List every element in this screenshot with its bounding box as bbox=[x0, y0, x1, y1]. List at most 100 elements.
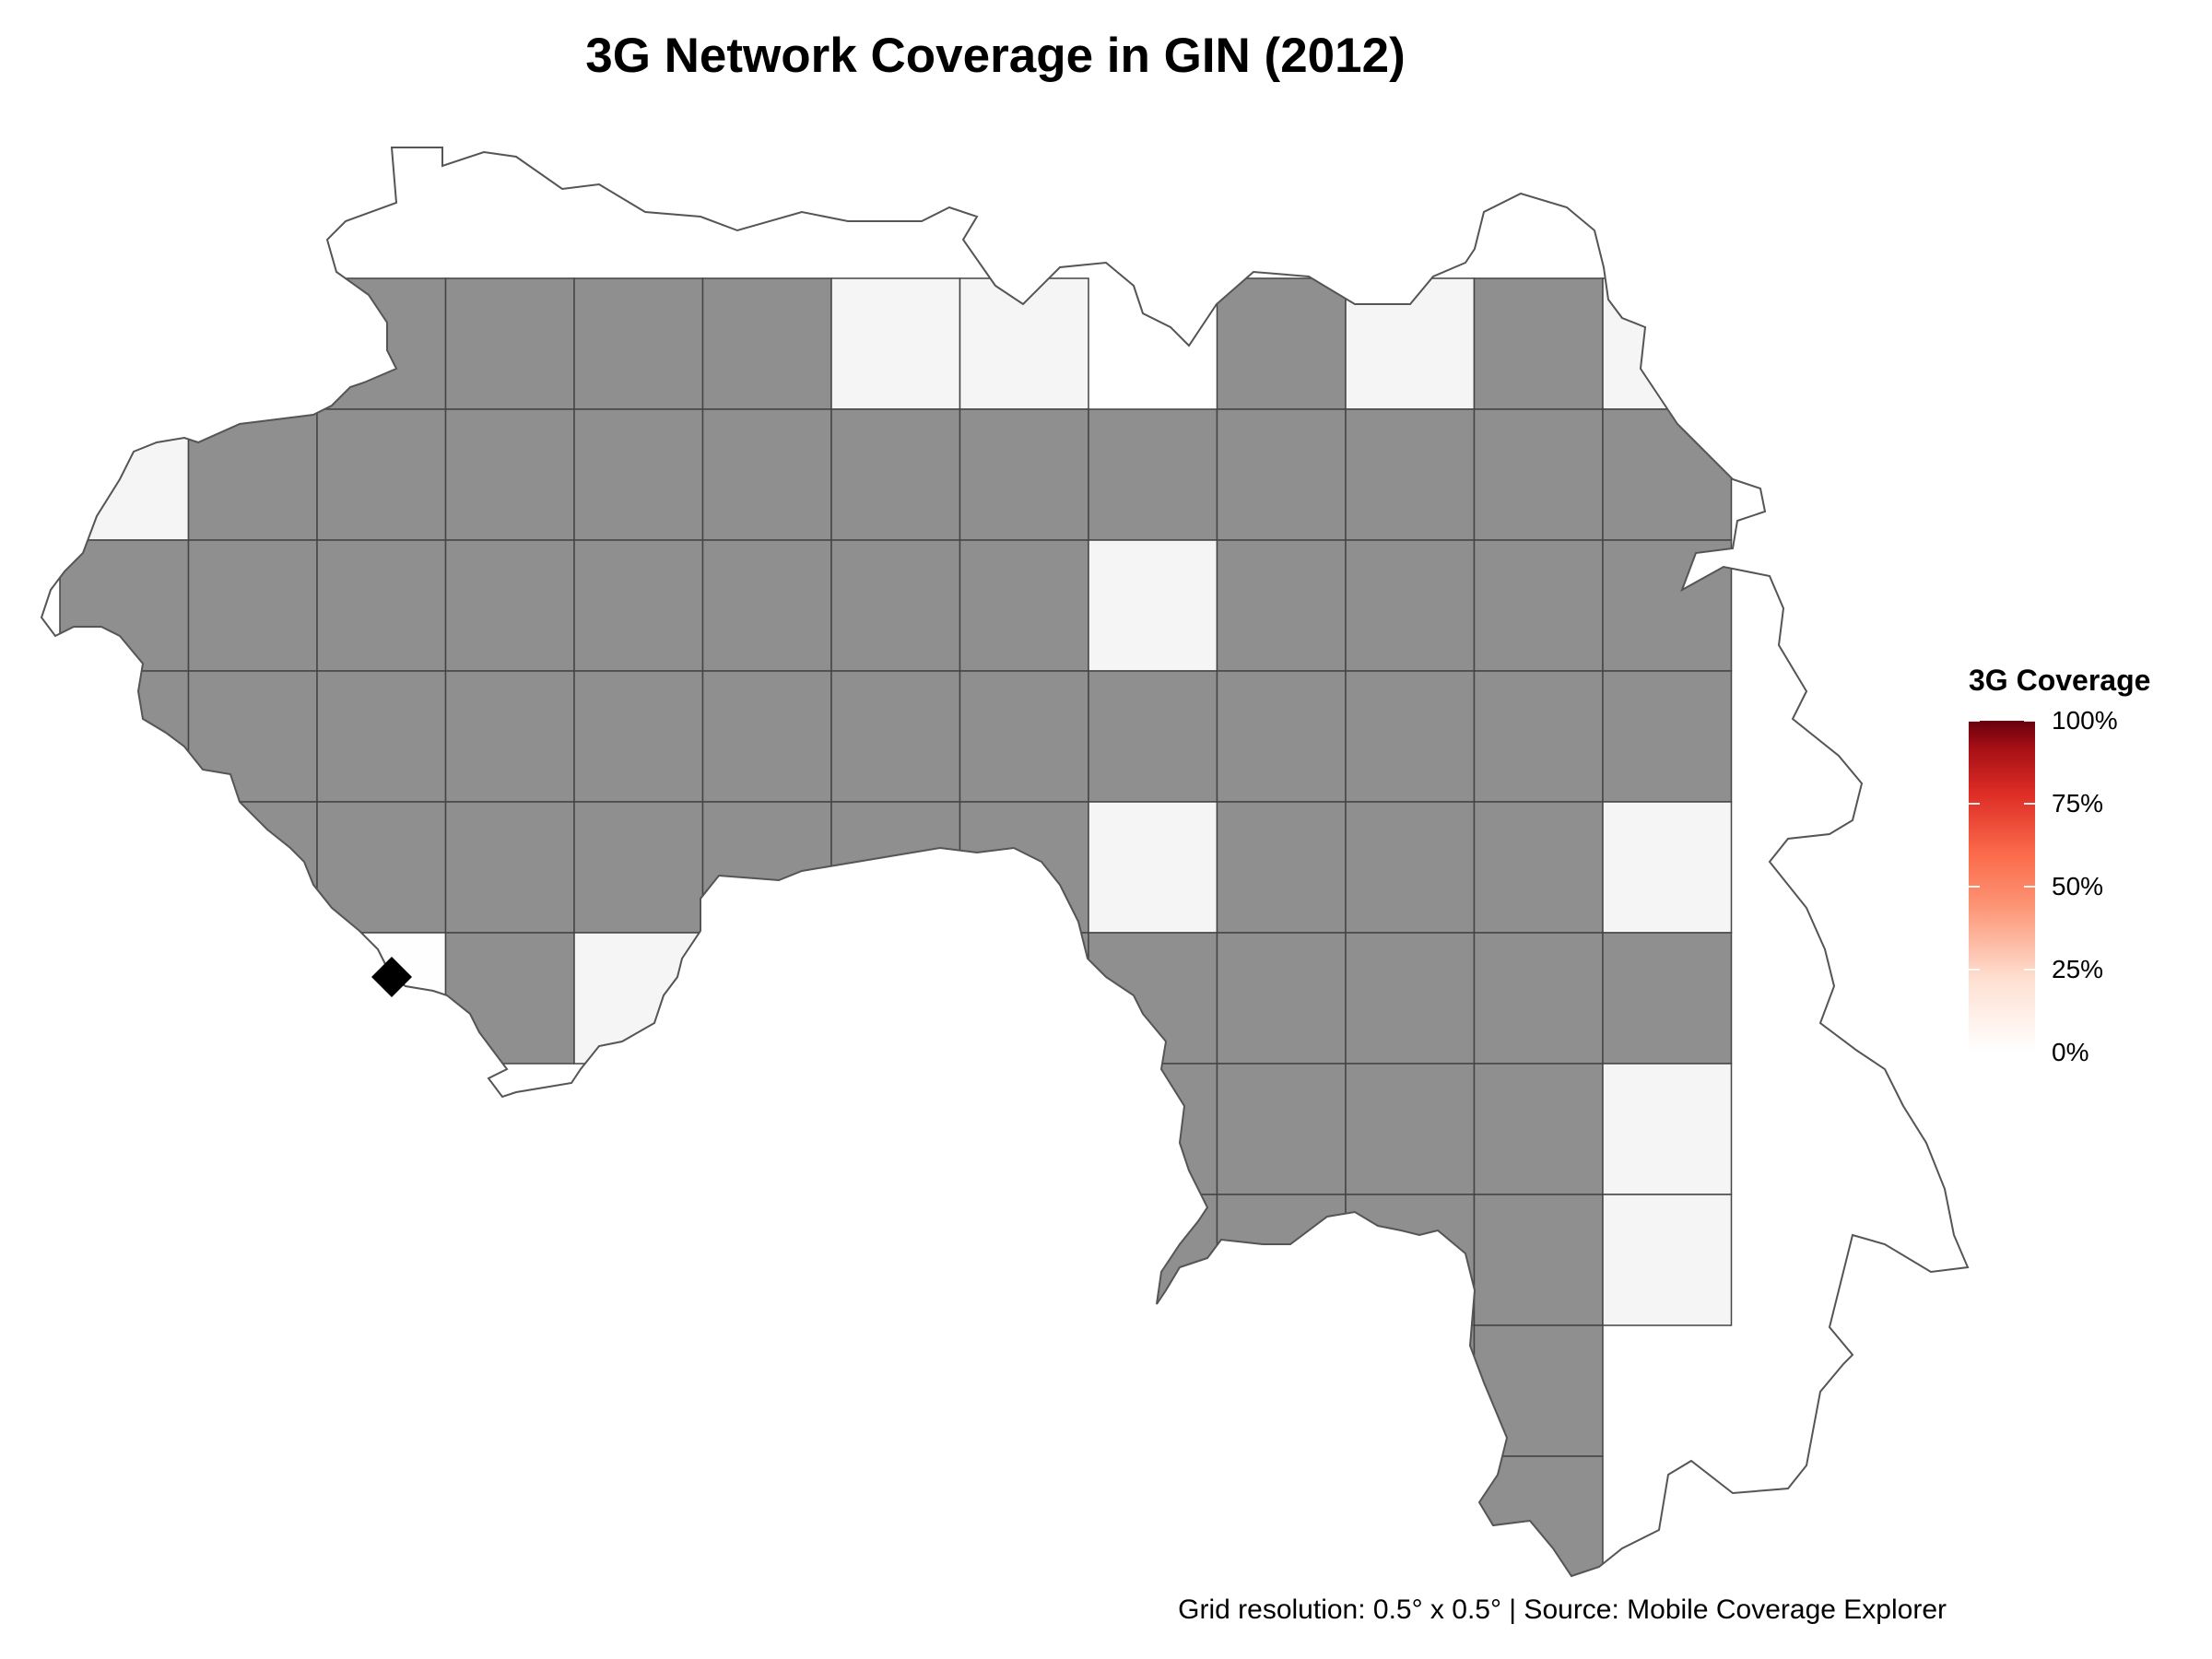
grid-cell-nodata[interactable] bbox=[1345, 1063, 1476, 1195]
grid-cell-nodata[interactable] bbox=[59, 539, 190, 672]
grid-cell-nodata[interactable] bbox=[959, 932, 1089, 1065]
grid-cell-nodata[interactable] bbox=[1345, 539, 1476, 672]
grid-cell-zero[interactable] bbox=[959, 1324, 1089, 1457]
grid-cell-nodata[interactable] bbox=[1473, 539, 1604, 672]
grid-cell-nodata[interactable] bbox=[444, 539, 575, 672]
grid-cell-nodata[interactable] bbox=[959, 1194, 1089, 1326]
grid-cell-nodata[interactable] bbox=[1473, 1194, 1604, 1326]
grid-cell-low[interactable] bbox=[187, 932, 318, 1065]
grid-cell-zero[interactable] bbox=[1345, 277, 1476, 410]
grid-cell-nodata[interactable] bbox=[1345, 932, 1476, 1065]
grid-cell-nodata[interactable] bbox=[1345, 1324, 1476, 1457]
grid-cell-nodata[interactable] bbox=[1473, 1063, 1604, 1195]
grid-cell-nodata[interactable] bbox=[1216, 670, 1347, 803]
grid-cell-zero[interactable] bbox=[59, 147, 190, 279]
grid-cell-zero[interactable] bbox=[1088, 539, 1218, 672]
grid-cell-nodata[interactable] bbox=[187, 277, 318, 410]
grid-cell-zero[interactable] bbox=[830, 1063, 961, 1195]
grid-cell-nodata[interactable] bbox=[59, 670, 190, 803]
grid-cell-nodata[interactable] bbox=[1216, 1063, 1347, 1195]
grid-cell-nodata[interactable] bbox=[701, 408, 832, 541]
grid-cell-nodata[interactable] bbox=[444, 408, 575, 541]
grid-cell-nodata[interactable] bbox=[1473, 1455, 1604, 1587]
grid-cell-nodata[interactable] bbox=[830, 670, 961, 803]
grid-cell-nodata[interactable] bbox=[573, 277, 704, 410]
grid-cell-nodata[interactable] bbox=[187, 539, 318, 672]
grid-cell-nodata[interactable] bbox=[1602, 539, 1733, 672]
grid-cell-nodata[interactable] bbox=[701, 670, 832, 803]
grid-cell-nodata[interactable] bbox=[316, 408, 447, 541]
grid-cell-nodata[interactable] bbox=[1473, 408, 1604, 541]
grid-cell-nodata[interactable] bbox=[573, 539, 704, 672]
grid-cell-low[interactable] bbox=[59, 932, 190, 1065]
grid-cell-nodata[interactable] bbox=[701, 277, 832, 410]
grid-cell-nodata[interactable] bbox=[1473, 277, 1604, 410]
grid-cell-nodata[interactable] bbox=[1345, 670, 1476, 803]
grid-cell-nodata[interactable] bbox=[1216, 1324, 1347, 1457]
grid-cell-nodata[interactable] bbox=[1216, 801, 1347, 934]
grid-cell-zero[interactable] bbox=[59, 408, 190, 541]
grid-cell-nodata[interactable] bbox=[830, 539, 961, 672]
grid-cell-zero[interactable] bbox=[830, 277, 961, 410]
grid-cell-nodata[interactable] bbox=[1088, 932, 1218, 1065]
grid-cell-nodata[interactable] bbox=[444, 277, 575, 410]
grid-cell-nodata[interactable] bbox=[1345, 1194, 1476, 1326]
grid-cell-nodata[interactable] bbox=[830, 408, 961, 541]
grid-cell-nodata[interactable] bbox=[1216, 932, 1347, 1065]
grid-cell-nodata[interactable] bbox=[1602, 932, 1733, 1065]
grid-cell-nodata[interactable] bbox=[1345, 801, 1476, 934]
grid-cell-nodata[interactable] bbox=[1345, 1455, 1476, 1587]
grid-cell-nodata[interactable] bbox=[573, 670, 704, 803]
grid-cell-low[interactable] bbox=[187, 1063, 318, 1195]
grid-cell-nodata[interactable] bbox=[1473, 932, 1604, 1065]
grid-cell-zero[interactable] bbox=[573, 932, 704, 1065]
grid-cell-nodata[interactable] bbox=[830, 801, 961, 934]
grid-cell-zero[interactable] bbox=[1088, 801, 1218, 934]
grid-cell-low[interactable] bbox=[316, 932, 447, 1065]
grid-cell-nodata[interactable] bbox=[187, 147, 318, 279]
grid-cell-nodata[interactable] bbox=[959, 801, 1089, 934]
grid-cell-nodata[interactable] bbox=[187, 801, 318, 934]
grid-cell-nodata[interactable] bbox=[959, 670, 1089, 803]
grid-cell-nodata[interactable] bbox=[959, 408, 1089, 541]
grid-cell-zero[interactable] bbox=[1602, 1063, 1733, 1195]
grid-cell-nodata[interactable] bbox=[1216, 539, 1347, 672]
grid-cell-nodata[interactable] bbox=[187, 408, 318, 541]
grid-cell-nodata[interactable] bbox=[316, 539, 447, 672]
grid-cell-nodata[interactable] bbox=[444, 670, 575, 803]
grid-cell-nodata[interactable] bbox=[316, 670, 447, 803]
grid-cell-nodata[interactable] bbox=[1088, 670, 1218, 803]
grid-cell-nodata[interactable] bbox=[1088, 1194, 1218, 1326]
grid-cell-zero[interactable] bbox=[1602, 801, 1733, 934]
grid-cell-nodata[interactable] bbox=[59, 277, 190, 410]
grid-cell-nodata[interactable] bbox=[959, 539, 1089, 672]
grid-cell-nodata[interactable] bbox=[1088, 408, 1218, 541]
grid-cell-nodata[interactable] bbox=[830, 932, 961, 1065]
capital-marker[interactable] bbox=[371, 957, 412, 997]
grid-cell-zero[interactable] bbox=[701, 932, 832, 1065]
grid-cell-nodata[interactable] bbox=[1345, 408, 1476, 541]
grid-cell-nodata[interactable] bbox=[1216, 277, 1347, 410]
grid-cell-nodata[interactable] bbox=[444, 932, 575, 1065]
grid-cell-nodata[interactable] bbox=[701, 539, 832, 672]
grid-cell-zero[interactable] bbox=[1602, 1194, 1733, 1326]
grid-cell-nodata[interactable] bbox=[316, 801, 447, 934]
grid-cell-low[interactable] bbox=[316, 1063, 447, 1195]
grid-cell-nodata[interactable] bbox=[316, 277, 447, 410]
grid-cell-nodata[interactable] bbox=[1088, 1324, 1218, 1457]
grid-cell-nodata[interactable] bbox=[573, 801, 704, 934]
grid-cell-nodata[interactable] bbox=[1473, 670, 1604, 803]
grid-cell-nodata[interactable] bbox=[1216, 1194, 1347, 1326]
grid-cell-nodata[interactable] bbox=[1088, 1063, 1218, 1195]
grid-cell-nodata[interactable] bbox=[1602, 670, 1733, 803]
grid-cell-nodata[interactable] bbox=[1602, 408, 1733, 541]
grid-cell-nodata[interactable] bbox=[1473, 1324, 1604, 1457]
grid-cell-nodata[interactable] bbox=[187, 670, 318, 803]
grid-cell-zero[interactable] bbox=[959, 277, 1089, 410]
grid-cell-zero[interactable] bbox=[1602, 277, 1733, 410]
grid-cell-nodata[interactable] bbox=[444, 801, 575, 934]
grid-cell-nodata[interactable] bbox=[1473, 801, 1604, 934]
grid-cell-nodata[interactable] bbox=[959, 1063, 1089, 1195]
grid-cell-nodata[interactable] bbox=[701, 801, 832, 934]
